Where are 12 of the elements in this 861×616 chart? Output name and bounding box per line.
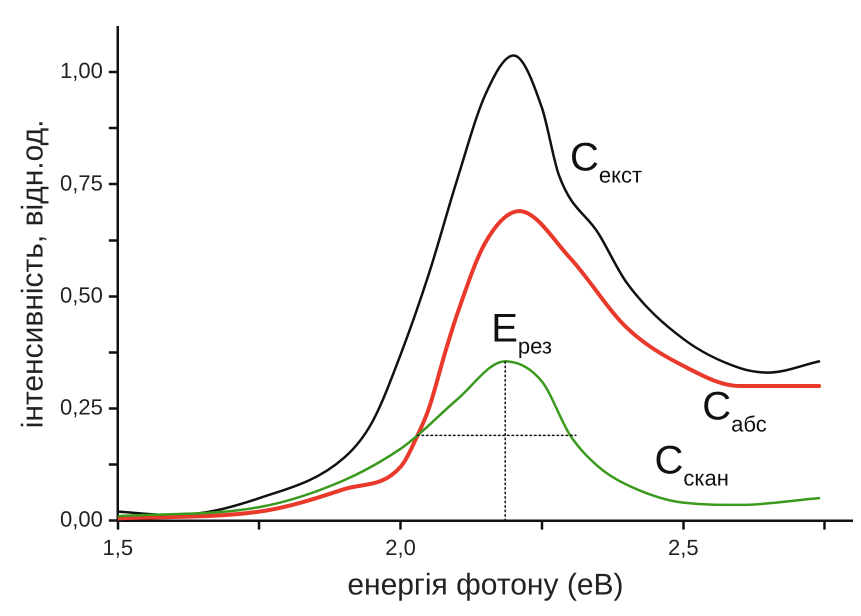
- y-tick-label: 1,00: [60, 58, 103, 84]
- y-tick-label: 0,00: [60, 506, 103, 532]
- y-tick-label: 0,50: [60, 282, 103, 308]
- x-axis-title: енергія фотону (еВ): [347, 568, 624, 602]
- y-tick-label: 0,75: [60, 170, 103, 196]
- line-series: [118, 360, 820, 518]
- y-tick-label: 0,25: [60, 394, 103, 420]
- x-tick-label: 2,5: [668, 534, 699, 560]
- y-axis-title: інтенсивність, відн.од.: [16, 120, 50, 428]
- x-tick-label: 2,0: [385, 534, 416, 560]
- line-series: [118, 209, 822, 520]
- x-tick-label: 1,5: [102, 534, 134, 560]
